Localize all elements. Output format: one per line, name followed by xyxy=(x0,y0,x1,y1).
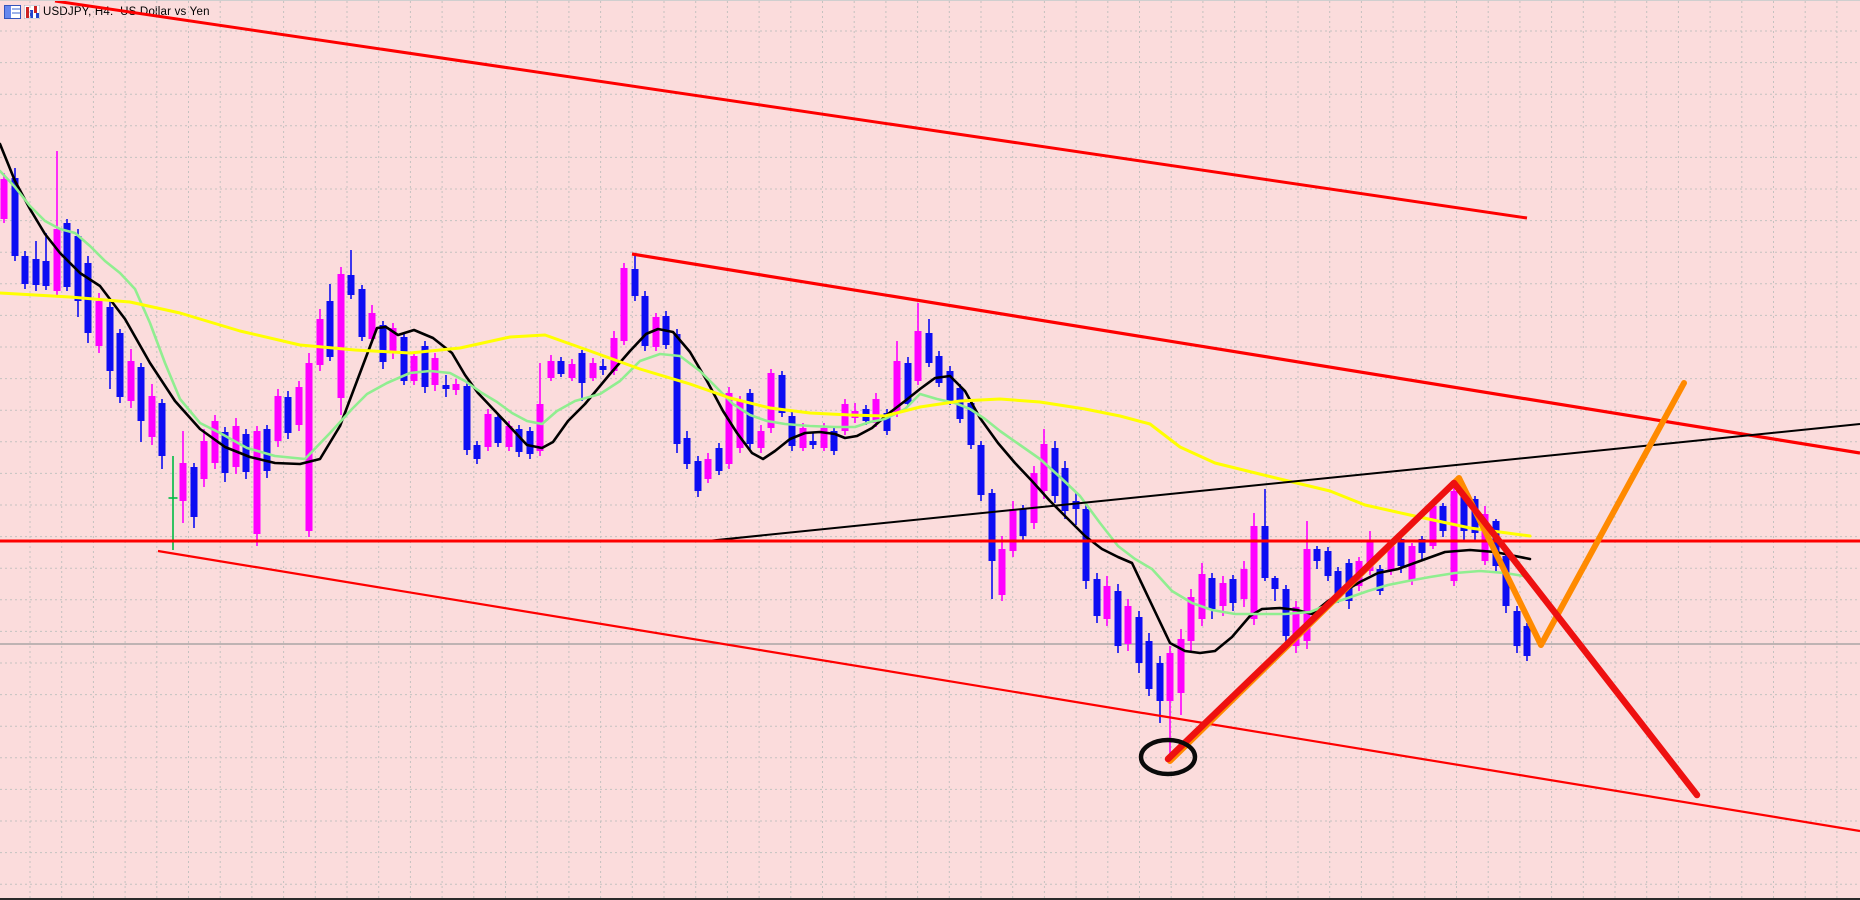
descending-trendline-middle xyxy=(631,252,1860,455)
chart-title-overlay: USDJPY, H4: US Dollar vs Yen xyxy=(4,4,210,19)
low-highlight-ellipse xyxy=(1138,737,1198,777)
projection-arrow-red xyxy=(1164,479,1701,799)
chart-properties-icon[interactable] xyxy=(4,4,21,19)
chart-title: USDJPY, H4: US Dollar vs Yen xyxy=(43,5,210,18)
trendlines[interactable] xyxy=(0,1,1860,833)
ascending-trendline-black xyxy=(706,423,1860,542)
bar-chart-icon[interactable] xyxy=(24,4,40,19)
descending-trendline-upper xyxy=(54,1,1528,220)
candles-series xyxy=(0,151,1531,758)
projection-arrow-orange xyxy=(1167,380,1687,764)
annotations[interactable] xyxy=(1138,380,1701,799)
descending-trendline-lower xyxy=(157,549,1860,833)
moving-averages xyxy=(0,142,1532,655)
